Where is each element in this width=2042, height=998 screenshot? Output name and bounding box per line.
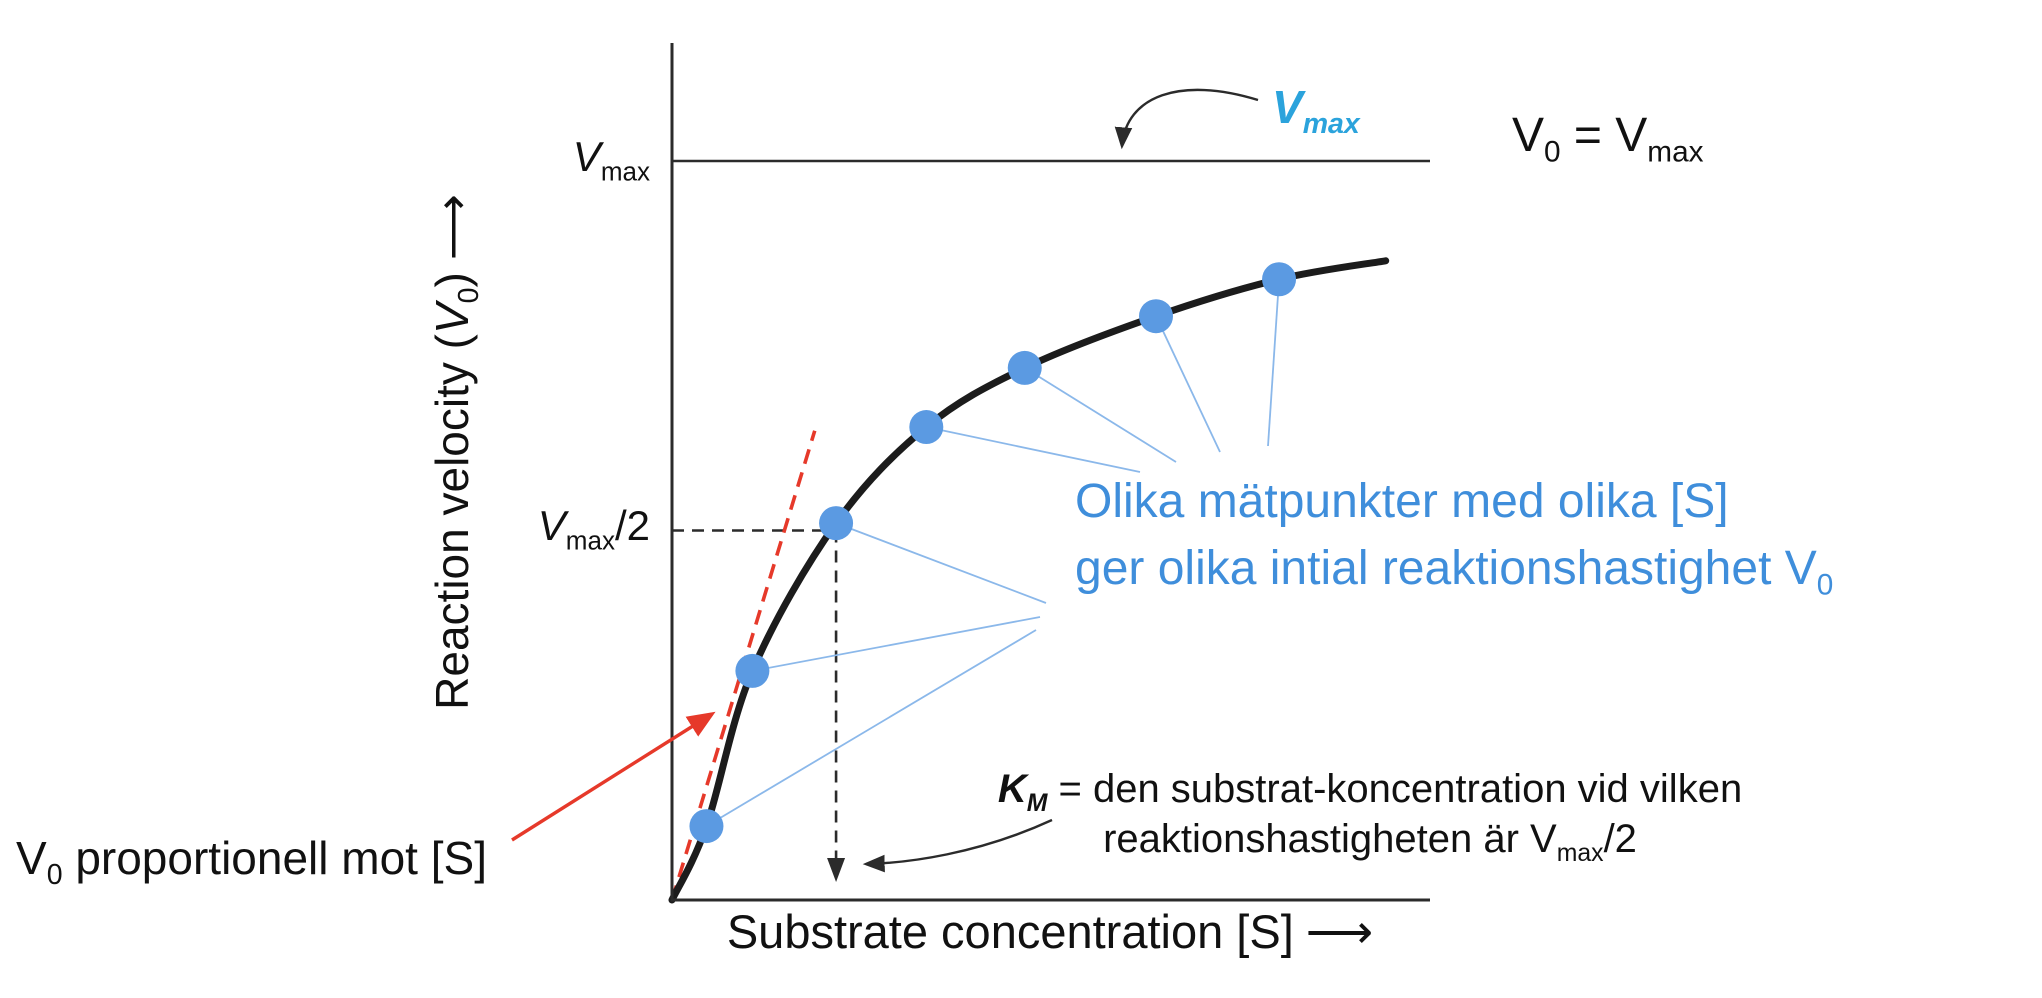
km-definition-note: KM = den substrat-koncentration vid vilk… [940, 764, 1800, 867]
vmax-tick-subscript: max [600, 156, 650, 187]
point-callout-line [1155, 315, 1221, 453]
point-callout-line [705, 629, 1037, 827]
measurement-points-note: Olika mätpunkter med olika [S] ger olika… [1075, 468, 1833, 602]
equation-equals-v: = V [1560, 109, 1648, 162]
vmax-half-tick-symbol: V [537, 502, 566, 549]
vmax-callout-label: Vmax [1272, 80, 1360, 138]
data-point [689, 809, 724, 844]
km-callout-arrow [862, 818, 1053, 873]
vmax-half-tick-subscript: max [565, 525, 615, 556]
y-axis-v-subscript: 0 [453, 287, 486, 304]
y-axis-arrow-icon: ⟶ [426, 194, 478, 261]
measurement-points-note-line2: ger olika intial reaktionshastighet V0 [1075, 535, 1833, 602]
data-point [1262, 262, 1297, 297]
y-tick-vmax: Vmax [470, 133, 650, 184]
km-note-line1-text: = den substrat-koncentration vid vilken [1047, 767, 1743, 811]
km-guide-arrowhead [827, 858, 846, 882]
y-axis-title-post: ) [426, 272, 478, 288]
vmax-tick-symbol: V [572, 133, 601, 180]
prop-note-subscript: 0 [46, 859, 63, 892]
equation-vmax-subscript: max [1647, 135, 1704, 169]
data-point [735, 653, 770, 688]
proportionality-arrow [511, 711, 716, 842]
v0-equals-vmax-label: V0 = Vmax [1512, 108, 1703, 167]
km-note-line2-suffix: /2 [1603, 817, 1637, 861]
prop-note-text: proportionell mot [S] [62, 832, 487, 884]
data-point [909, 410, 944, 445]
point-callout-line [752, 616, 1041, 672]
y-axis-title-pre: Reaction velocity ( [426, 334, 478, 710]
point-callout-line [926, 426, 1141, 473]
vmax-callout-subscript: max [1302, 108, 1360, 141]
x-axis-title-text: Substrate concentration [S] [726, 905, 1294, 958]
measurement-note-line2-text: ger olika intial reaktionshastighet V [1075, 542, 1817, 596]
km-symbol-subscript: M [1026, 790, 1048, 817]
data-point [1007, 350, 1042, 385]
data-point [819, 506, 854, 541]
vmax-callout-symbol: V [1272, 81, 1303, 133]
km-note-line2-subscript: max [1556, 840, 1604, 867]
prop-note-v: V [16, 832, 47, 884]
point-callout-line [1024, 367, 1177, 463]
km-symbol: K [997, 767, 1027, 811]
v0-proportional-note: V0 proportionell mot [S] [16, 831, 487, 889]
y-axis-v-symbol: V [426, 303, 478, 334]
x-axis-arrow-icon: ⟶ [1305, 905, 1374, 958]
km-note-line2-text: reaktionshastigheten är V [1103, 817, 1557, 861]
data-point [1139, 299, 1174, 334]
measurement-points-note-line1: Olika mätpunkter med olika [S] [1075, 475, 1729, 528]
point-callout-line [835, 522, 1047, 604]
equation-v0-subscript: 0 [1544, 135, 1561, 169]
km-note-line1: KM = den substrat-koncentration vid vilk… [940, 764, 1800, 817]
vmax-half-tick-suffix: /2 [614, 502, 650, 549]
vmax-callout-arrow [1114, 88, 1259, 150]
measurement-note-line2-subscript: 0 [1816, 568, 1834, 602]
x-axis-title: Substrate concentration [S] ⟶ [700, 904, 1400, 960]
y-axis-title: Reaction velocity (V0) ⟶ [425, 194, 485, 710]
y-tick-vmax-half: Vmax/2 [430, 502, 650, 553]
km-note-line2: reaktionshastigheten är Vmax/2 [940, 814, 1800, 867]
equation-v0: V [1512, 109, 1545, 162]
point-callout-line [1267, 279, 1280, 447]
